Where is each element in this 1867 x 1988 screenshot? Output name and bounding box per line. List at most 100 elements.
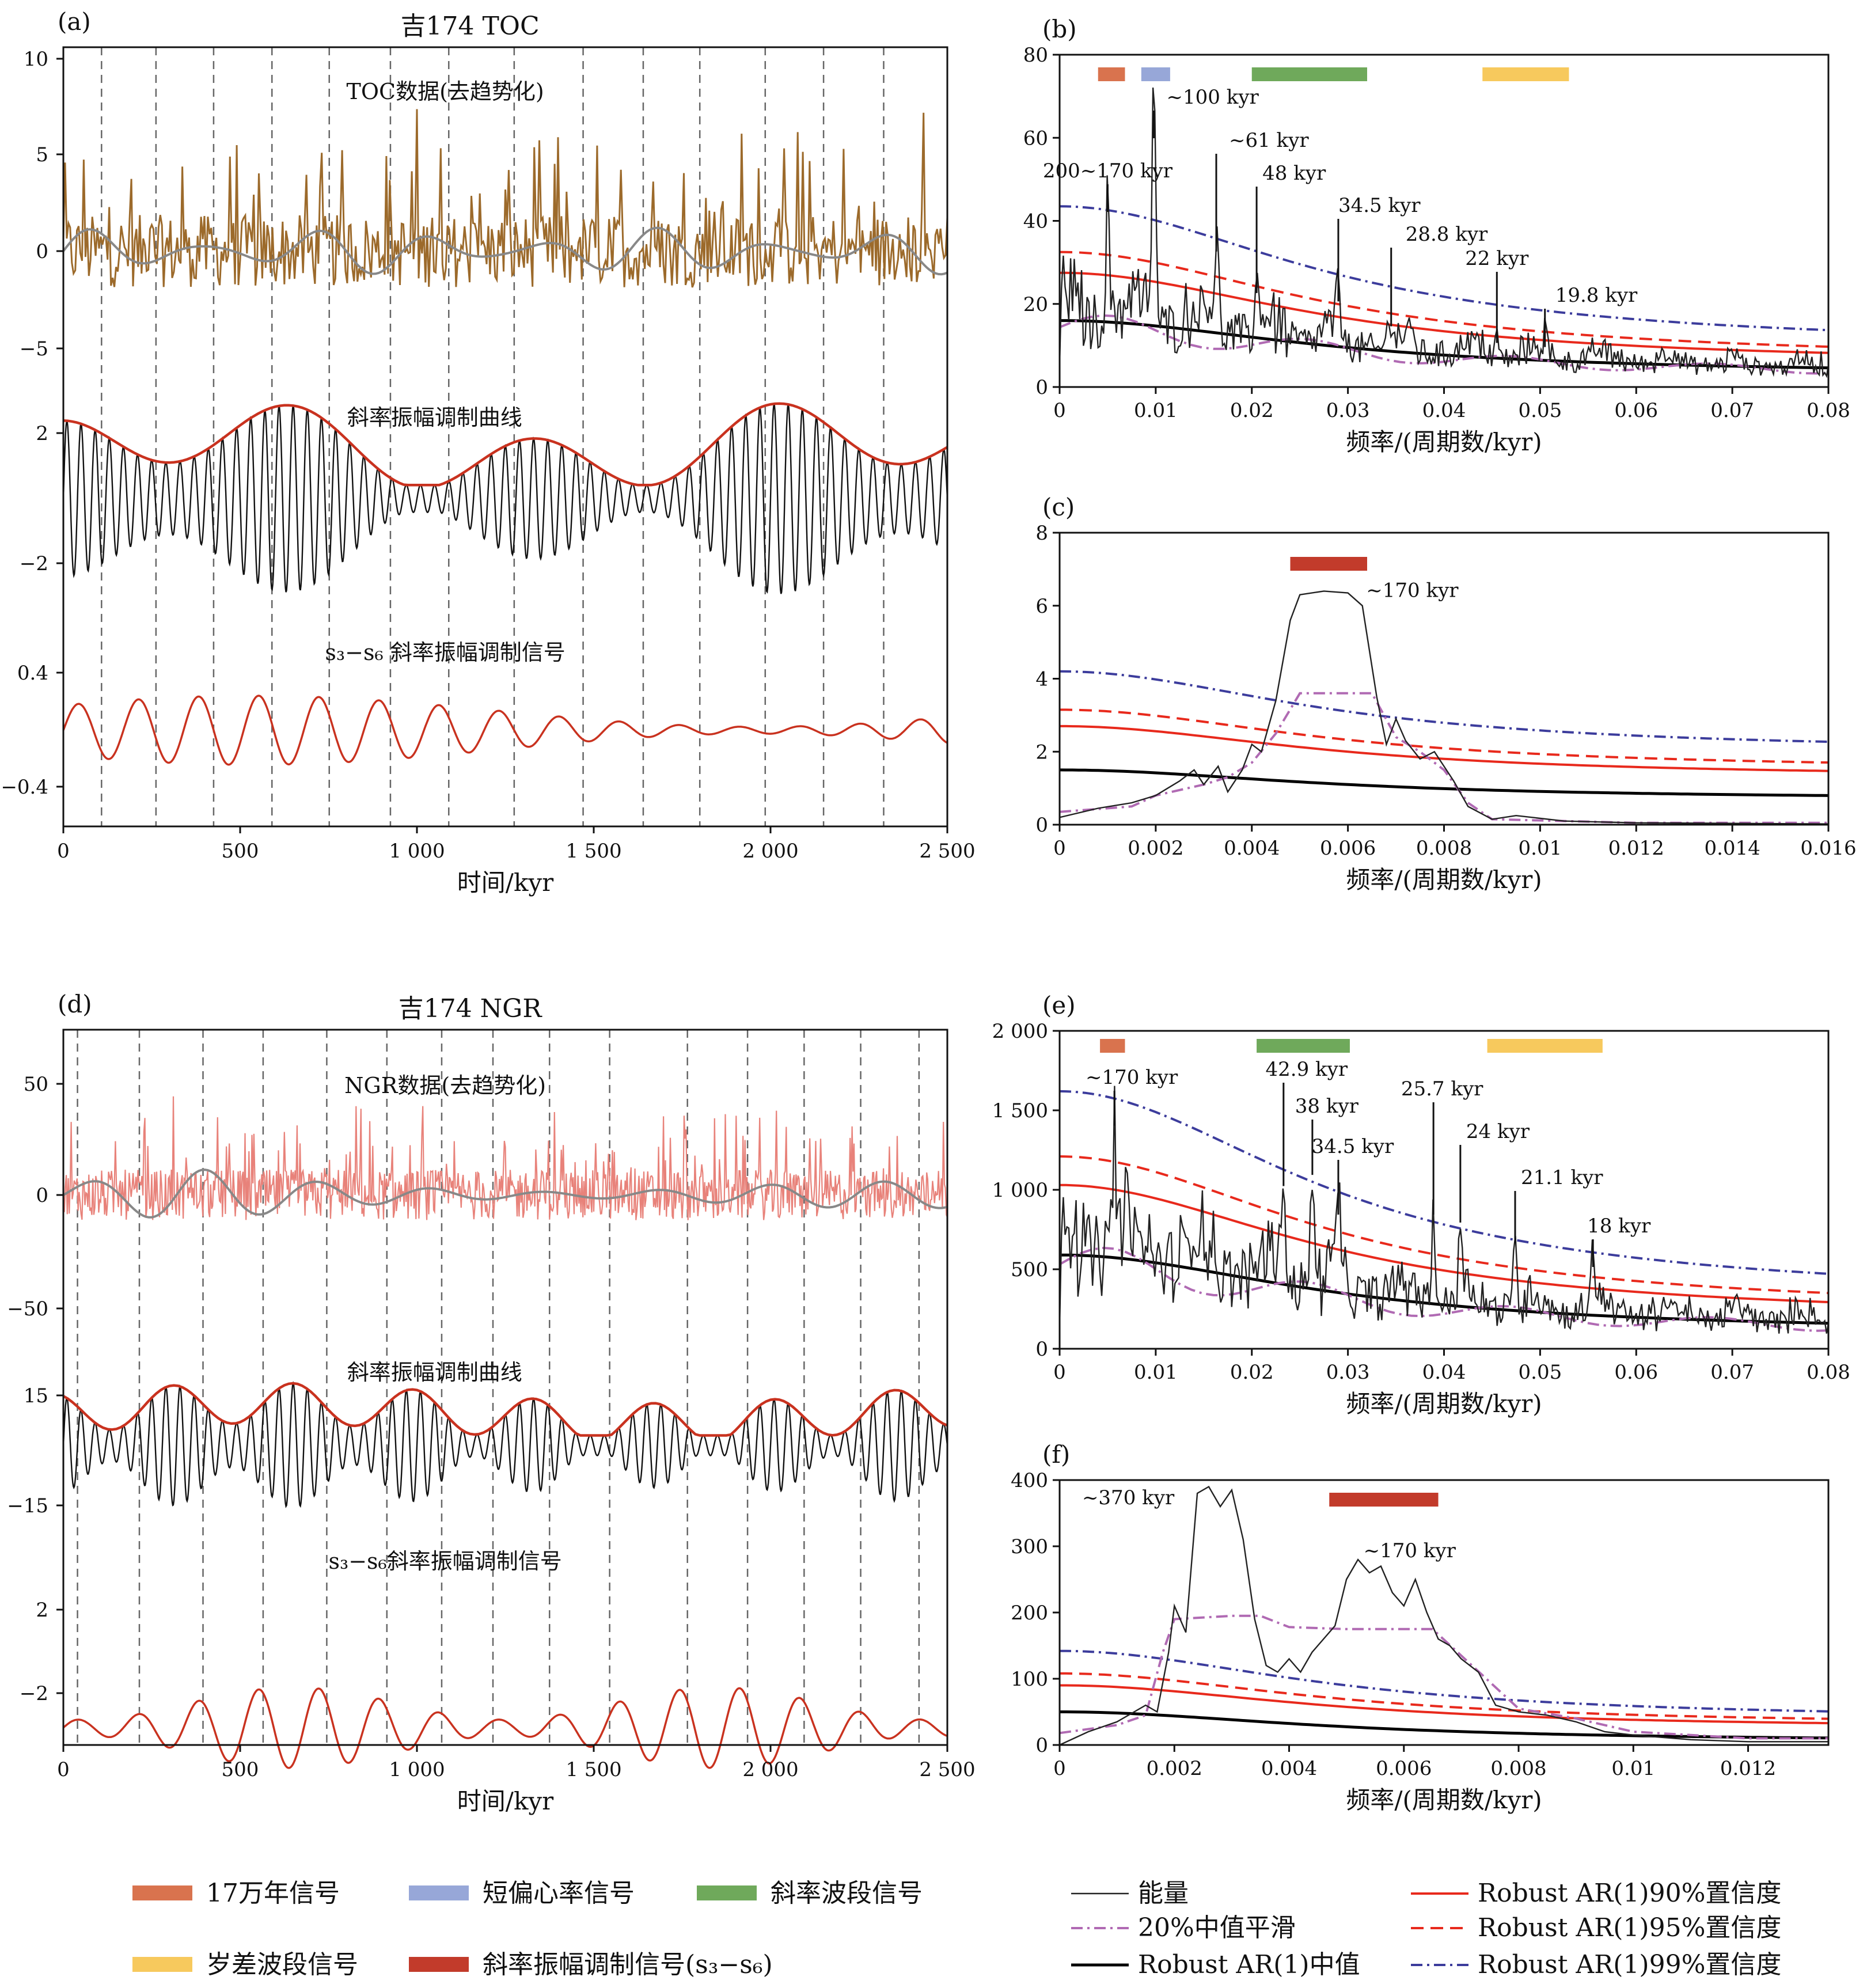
axes-frame — [1058, 1479, 1830, 1746]
y-tick-label: −15 — [7, 1494, 48, 1517]
x-tick-label: 1 000 — [389, 1758, 445, 1781]
x-tick-label: 0 — [1053, 837, 1066, 860]
x-axis-title: 时间/kyr — [457, 1787, 554, 1815]
peak-label: 24 kyr — [1466, 1120, 1530, 1143]
x-tick-label: 2 000 — [742, 1758, 798, 1781]
legend-label-short_ecc: 短偏心率信号 — [483, 1879, 635, 1908]
y-tick-label: 0 — [1035, 376, 1048, 399]
peak-label: 25.7 kyr — [1401, 1078, 1483, 1101]
power-spectrum-curve — [1060, 1086, 1828, 1334]
x-axis-title: 频率/(周期数/kyr) — [1346, 1786, 1542, 1814]
filtered-curve — [62, 226, 948, 276]
median20-curve — [1060, 1246, 1828, 1332]
legend-label-ar95: Robust AR(1)95%置信度 — [1478, 1913, 1781, 1943]
y-tick-label: 1 500 — [992, 1099, 1048, 1122]
x-tick-label: 0.008 — [1490, 1757, 1546, 1780]
panel-b: (b) 200~170 kyr ~100 kyr ~61 kyr 48 kyr 34.5 … — [1023, 15, 1850, 456]
legend-label-precession: 岁差波段信号 — [206, 1950, 358, 1979]
x-tick-label: 1 500 — [566, 840, 621, 863]
legend-label-ar99: Robust AR(1)99%置信度 — [1478, 1950, 1781, 1979]
legend-label-ar_median: Robust AR(1)中值 — [1138, 1950, 1360, 1979]
panel-letter: (c) — [1042, 493, 1075, 521]
y-tick-label: 300 — [1011, 1535, 1048, 1558]
power-spectrum-curve — [1060, 590, 1828, 825]
x-tick-label: 0 — [1053, 399, 1066, 422]
legend-swatch-precession — [132, 1957, 192, 1972]
modulation-signal-curve — [62, 1687, 948, 1769]
ar90-curve — [1060, 1684, 1828, 1725]
x-tick-label: 0.04 — [1422, 1361, 1466, 1384]
x-tick-label: 0.05 — [1519, 1361, 1562, 1384]
x-tick-label: 2 500 — [919, 1758, 975, 1781]
legend-label-mod: 斜率振幅调制信号(s₃−s₆) — [483, 1950, 773, 1979]
x-tick-label: 1 000 — [389, 840, 445, 863]
x-tick-label: 0.012 — [1608, 837, 1664, 860]
x-tick-label: 0.016 — [1800, 837, 1856, 860]
axes-frame — [1058, 532, 1830, 826]
x-tick-label: 0.06 — [1614, 399, 1658, 422]
x-tick-label: 0.01 — [1611, 1757, 1655, 1780]
data-series-curve — [62, 109, 948, 288]
y-tick-label: −2 — [20, 1682, 48, 1705]
ar90-curve — [1060, 724, 1828, 772]
peak-label: 19.8 kyr — [1555, 284, 1638, 307]
legend-label-median20: 20%中值平滑 — [1138, 1913, 1296, 1943]
x-tick-label: 0.04 — [1422, 399, 1466, 422]
x-tick-label: 0 — [57, 840, 70, 863]
y-tick-label: 2 — [1035, 741, 1048, 764]
legend-swatch-obliquity — [697, 1885, 757, 1900]
peak-label: 21.1 kyr — [1521, 1166, 1603, 1189]
y-tick-label: 20 — [1023, 293, 1048, 316]
panel-letter: (a) — [58, 7, 91, 36]
y-tick-label: 2 — [36, 1599, 48, 1622]
ar90-curve — [1060, 1183, 1828, 1303]
y-tick-label: 200 — [1011, 1602, 1048, 1625]
obliquity-oscillation-curve — [62, 403, 948, 594]
x-tick-label: 0.002 — [1128, 837, 1183, 860]
panel-f: (f) ~370 kyr ~170 kyr 0 0.002 0.004 0.006 0.008… — [1011, 1440, 1830, 1814]
y-tick-label: 500 — [1011, 1258, 1048, 1281]
x-tick-label: 0.07 — [1710, 1361, 1754, 1384]
envelope-curve-label: 斜率振幅调制曲线 — [347, 1360, 522, 1385]
band-precession — [1487, 1039, 1603, 1053]
y-tick-label: 60 — [1023, 127, 1048, 150]
x-tick-label: 0 — [57, 1758, 70, 1781]
x-axis-title: 频率/(周期数/kyr) — [1346, 866, 1542, 894]
panel-letter: (f) — [1042, 1440, 1070, 1469]
ar_median-curve — [1060, 1710, 1828, 1740]
power-spectrum-curve — [1060, 88, 1828, 378]
band-precession — [1482, 67, 1569, 81]
ar99-curve — [1060, 1649, 1828, 1713]
y-tick-label: 4 — [1035, 668, 1048, 691]
plot-area — [1060, 1485, 1828, 1745]
axes-frame — [62, 1029, 948, 1746]
y-tick-label: 2 000 — [992, 1020, 1048, 1043]
data-curve-label: NGR数据(去趋势化) — [344, 1073, 546, 1098]
panel-c: (c) ~170 kyr 0 0.002 0.004 0.006 0.008 0.01 0.01… — [1035, 493, 1856, 894]
median20-curve — [1060, 692, 1828, 824]
obliquity-oscillation-curve — [62, 1380, 948, 1508]
axes-frame — [62, 46, 948, 828]
y-tick-label: 10 — [24, 48, 48, 71]
y-tick-label: 100 — [1011, 1668, 1048, 1691]
band-mod — [1329, 1493, 1439, 1507]
legend-swatch-short_ecc — [409, 1885, 469, 1900]
band-e170 — [1100, 1039, 1125, 1053]
panel-d: (d) 吉174 NGR NGR数据(去趋势化) 斜率振幅调制曲线 s₃−s₆斜率振幅调… — [7, 990, 975, 1815]
legend-label-obliquity: 斜率波段信号 — [771, 1879, 923, 1908]
ar90-curve — [1060, 271, 1828, 354]
annotation-label: ~370 kyr — [1082, 1486, 1175, 1509]
x-tick-label: 0.02 — [1230, 399, 1274, 422]
ar95-curve — [1060, 708, 1828, 764]
peak-label: 42.9 kyr — [1266, 1058, 1348, 1081]
ar99-curve — [1060, 670, 1828, 743]
x-tick-label: 0.03 — [1326, 399, 1370, 422]
peak-label: 200~170 kyr — [1043, 160, 1173, 183]
panel-a: (a) 吉174 TOC TOC数据(去趋势化) 斜率振幅调制曲线 s₃−s₆ 斜率振幅… — [1, 7, 975, 897]
y-tick-label: 0.4 — [17, 662, 48, 685]
legend-swatch-e170 — [132, 1885, 192, 1900]
x-tick-label: 500 — [222, 1758, 259, 1781]
ar95-curve — [1060, 1155, 1828, 1295]
